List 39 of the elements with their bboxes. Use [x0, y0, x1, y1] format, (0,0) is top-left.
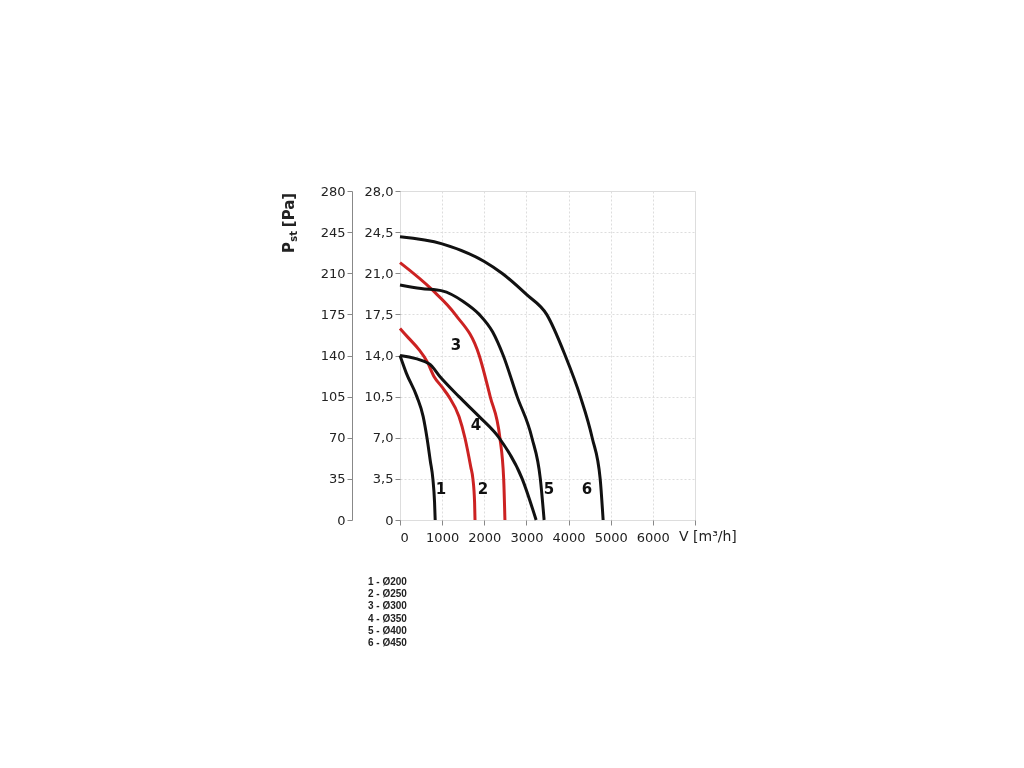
y2-tick-label: 0	[385, 512, 394, 528]
y-tick-label: 140	[320, 348, 346, 363]
y2-tick-label: 14,0	[364, 348, 394, 363]
y2-tick-label: 7,0	[372, 430, 394, 446]
y2-tick-label: 3,5	[372, 471, 394, 487]
x-tick-label: 3000	[510, 529, 544, 545]
text: 1 - Ø200	[368, 576, 408, 587]
y-tick-label: 175	[320, 306, 346, 322]
annotation: 4	[470, 416, 482, 434]
y-tick-label: 245	[320, 224, 346, 240]
y2-tick-label: 17,5	[364, 306, 394, 322]
y-tick-label: 35	[328, 471, 346, 487]
y-tick-label: 280	[320, 183, 346, 199]
text: 2 - Ø250	[368, 588, 408, 600]
x-tick-label: 2000	[468, 529, 502, 545]
y-axis-title: Pst [Pa]	[280, 192, 299, 253]
y2-tick-label: 24,5	[364, 224, 394, 240]
y-tick-label: 210	[320, 265, 346, 281]
x-tick-label: 4000	[552, 529, 586, 545]
annotation: 3	[450, 336, 462, 354]
text: 6 - Ø450	[368, 637, 408, 648]
y-tick-label: 105	[320, 389, 346, 405]
x-tick-label: 6000	[636, 529, 670, 545]
annotation: 5	[543, 480, 555, 498]
y-tick-label: 0	[337, 512, 346, 528]
x-tick-label: 5000	[594, 529, 628, 545]
x-tick-label: 0	[400, 529, 409, 545]
annotation: 2	[477, 480, 489, 498]
text: 5 - Ø400	[368, 624, 408, 636]
text: 3 - Ø300	[368, 600, 408, 612]
annotation: 6	[581, 480, 593, 498]
annotation: 1	[435, 480, 447, 498]
text: 4 - Ø350	[368, 612, 408, 624]
x-tick-label: 1000	[426, 529, 460, 545]
y-tick-label: 70	[328, 430, 346, 446]
y2-tick-label: 21,0	[364, 265, 394, 281]
y2-tick-label: 10,5	[364, 389, 394, 405]
y2-tick-label: 28,0	[364, 183, 394, 199]
x-axis-title: V [m³/h]	[679, 528, 737, 544]
